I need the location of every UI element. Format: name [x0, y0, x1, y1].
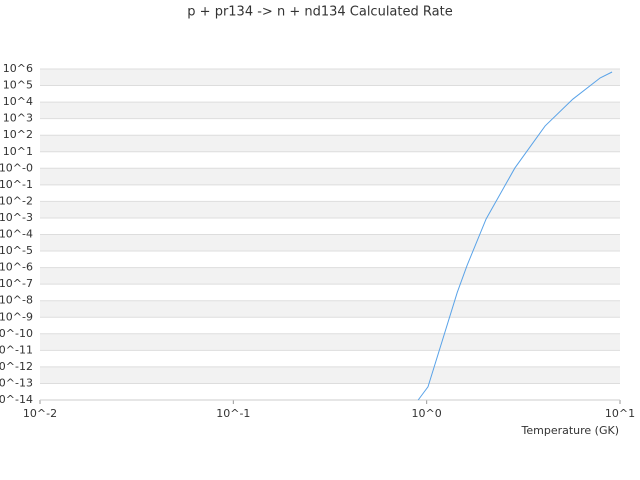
x-tick-label: 10^-2: [23, 407, 57, 420]
data-line: [417, 71, 613, 401]
x-axis-label: Temperature (GK): [521, 424, 620, 437]
grid-band: [40, 85, 620, 103]
y-tick-label: 10^-11: [0, 343, 33, 356]
grid-band: [40, 350, 620, 367]
grid-band: [40, 234, 620, 252]
y-tick-label: 10^-5: [0, 244, 33, 257]
y-tick-label: 10^-12: [0, 360, 33, 373]
y-tick-label: 10^-14: [0, 393, 33, 406]
y-tick-label: 10^4: [3, 95, 33, 108]
grid-band: [40, 300, 620, 318]
y-tick-label: 10^5: [3, 79, 33, 92]
grid-band: [40, 168, 620, 185]
y-tick-label: 10^-0: [0, 161, 33, 174]
y-tick-label: 10^6: [3, 62, 33, 75]
y-tick-label: 10^-13: [0, 376, 33, 389]
y-tick-label: 10^-8: [0, 294, 33, 307]
grid-band: [40, 317, 620, 334]
grid-band: [40, 251, 620, 268]
y-tick-label: 10^-1: [0, 178, 33, 191]
grid-band: [40, 69, 620, 86]
grid-band: [40, 267, 620, 285]
x-tick-label: 10^-1: [216, 407, 250, 420]
grid-band: [40, 102, 620, 119]
y-tick-label: 10^-3: [0, 211, 33, 224]
y-tick-label: 10^-6: [0, 261, 33, 274]
y-tick-label: 10^2: [3, 128, 33, 141]
grid-band: [40, 118, 620, 136]
y-tick-label: 10^-2: [0, 194, 33, 207]
y-tick-label: 10^-10: [0, 327, 33, 340]
x-tick-label: 10^1: [605, 407, 635, 420]
chart-title: p + pr134 -> n + nd134 Calculated Rate: [187, 5, 452, 20]
grid-band: [40, 366, 620, 384]
grid-band: [40, 217, 620, 235]
grid-band: [40, 383, 620, 400]
y-tick-label: 10^-7: [0, 277, 33, 290]
x-tick-label: 10^0: [412, 407, 442, 420]
grid-band: [40, 201, 620, 218]
y-tick-label: 10^1: [3, 145, 33, 158]
y-tick-label: 10^-9: [0, 310, 33, 323]
grid-band: [40, 184, 620, 202]
grid-band: [40, 284, 620, 301]
y-tick-label: 10^3: [3, 112, 33, 125]
grid-band: [40, 151, 620, 169]
grid-band: [40, 333, 620, 351]
grid-band: [40, 135, 620, 152]
y-tick-label: 10^-4: [0, 228, 33, 241]
